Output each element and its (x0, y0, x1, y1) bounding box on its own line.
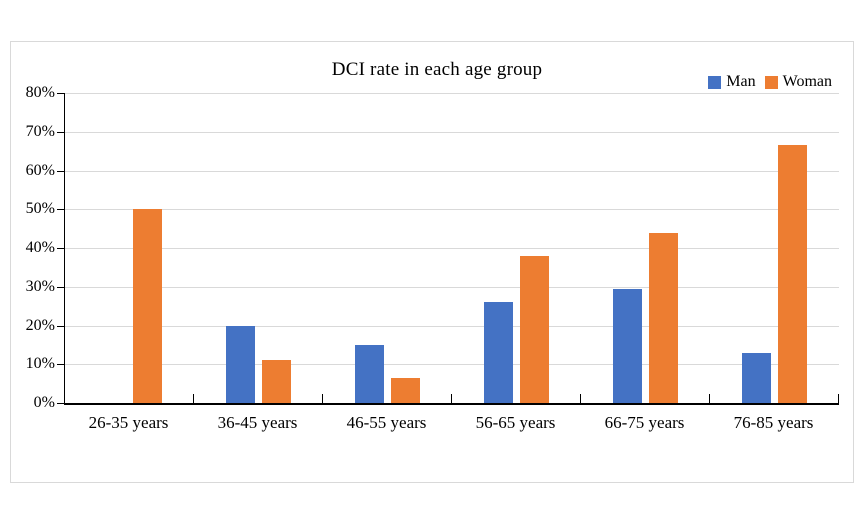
legend-label-man: Man (726, 73, 756, 90)
gridline (65, 286, 839, 288)
y-axis-tick (57, 132, 64, 133)
x-axis-label: 76-85 years (733, 413, 814, 432)
y-axis-tick (57, 287, 64, 288)
bar-man-66-75 (613, 288, 642, 403)
bar-group-66-75 (581, 93, 710, 403)
y-axis-label: 40% (25, 239, 55, 256)
bar-woman-26-35 (133, 209, 162, 403)
x-axis-label: 26-35 years (88, 413, 169, 432)
y-axis-tick (57, 171, 64, 172)
bar-man-56-65 (484, 302, 513, 403)
x-axis-tick (193, 394, 194, 403)
y-axis-tick (57, 403, 64, 404)
y-axis-label: 0% (33, 394, 55, 411)
x-axis-label: 36-45 years (217, 413, 298, 432)
gridline (65, 209, 839, 211)
y-axis-label: 20% (25, 317, 55, 334)
y-axis-label: 10% (25, 355, 55, 372)
legend-label-woman: Woman (782, 73, 832, 90)
bar-woman-36-45 (262, 360, 291, 403)
bar-group-56-65 (452, 93, 581, 403)
y-axis-label: 60% (25, 162, 55, 179)
y-axis-label: 30% (25, 278, 55, 295)
legend-item-man: Man (708, 73, 756, 91)
x-axis-label: 56-65 years (475, 413, 556, 432)
gridline (65, 131, 839, 133)
x-axis-label: 66-75 years (604, 413, 685, 432)
y-axis-label: 80% (25, 84, 55, 101)
y-axis-tick (57, 326, 64, 327)
gridline (65, 93, 839, 94)
legend: Man Woman (708, 73, 832, 91)
man-series-swatch (708, 75, 722, 89)
x-axis-labels: 26-35 years 36-45 years 46-55 years 56-65 y… (64, 413, 838, 433)
woman-series-swatch (764, 75, 778, 89)
bar-man-46-55 (355, 344, 384, 403)
bar-woman-76-85 (778, 144, 807, 403)
chart-title: DCI rate in each age group (331, 59, 543, 80)
bar-group-36-45 (194, 93, 323, 403)
gridline (65, 248, 839, 249)
bar-woman-56-65 (520, 255, 549, 403)
bar-woman-66-75 (649, 232, 678, 403)
y-axis-tick (57, 209, 64, 210)
bar-man-36-45 (226, 325, 255, 403)
plot-area (64, 93, 839, 405)
bar-woman-46-55 (391, 377, 420, 403)
x-axis-tick (580, 394, 581, 403)
gridline (65, 325, 839, 327)
bar-man-76-85 (742, 352, 771, 403)
y-axis-tick (57, 364, 64, 365)
y-axis-tick (57, 248, 64, 249)
x-axis-label: 46-55 years (346, 413, 427, 432)
x-axis-tick (838, 394, 839, 403)
y-axis-label: 50% (25, 200, 55, 217)
bar-group-46-55 (323, 93, 452, 403)
x-axis-tick (451, 394, 452, 403)
gridline (65, 170, 839, 172)
x-axis-tick (322, 394, 323, 403)
bar-groups (65, 93, 839, 403)
y-axis-label: 70% (25, 123, 55, 140)
x-axis-tick (709, 394, 710, 403)
bar-group-26-35 (65, 93, 194, 403)
legend-item-woman: Woman (764, 73, 832, 91)
gridline (65, 364, 839, 366)
bar-group-76-85 (710, 93, 839, 403)
y-axis-tick (57, 93, 64, 94)
